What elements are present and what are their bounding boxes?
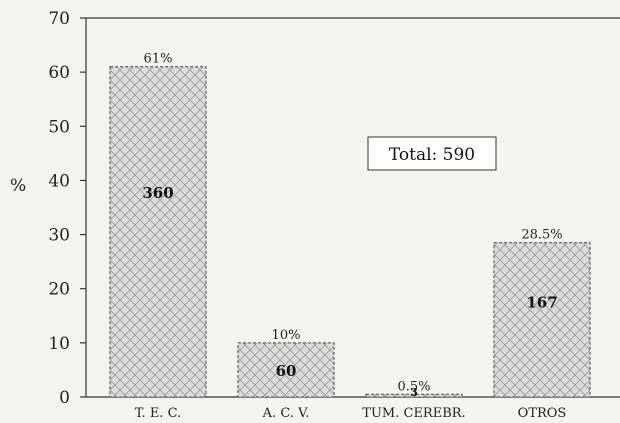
count-label: 167 <box>526 293 557 311</box>
y-tick-label: 30 <box>48 226 70 246</box>
bar <box>493 242 591 398</box>
category-label: OTROS <box>518 406 567 421</box>
bar <box>365 393 463 398</box>
y-tick-label: 0 <box>59 388 70 408</box>
category-label: TUM. CEREBR. <box>362 406 465 421</box>
y-tick-label: 20 <box>48 280 70 300</box>
percent-label: 0.5% <box>397 379 430 394</box>
percent-label: 10% <box>272 328 301 343</box>
count-label: 3 <box>410 386 418 399</box>
y-tick-label: 50 <box>48 117 70 137</box>
percent-label: 61% <box>144 52 173 67</box>
bar <box>109 66 207 398</box>
count-label: 360 <box>142 184 173 202</box>
y-tick-label: 70 <box>48 9 70 29</box>
y-tick-label: 40 <box>48 171 70 191</box>
count-label: 60 <box>276 362 297 380</box>
total-box <box>367 136 497 171</box>
category-label: T. E. C. <box>135 406 181 421</box>
y-tick-label: 10 <box>48 334 70 354</box>
y-tick-label: 60 <box>48 63 70 83</box>
percent-label: 28.5% <box>521 228 562 243</box>
total-annotation: Total: 590 <box>367 136 497 171</box>
category-label: A. C. V. <box>262 406 310 421</box>
bar <box>237 342 335 398</box>
total-text: Total: 590 <box>389 145 475 165</box>
y-axis-label: % <box>10 176 26 196</box>
